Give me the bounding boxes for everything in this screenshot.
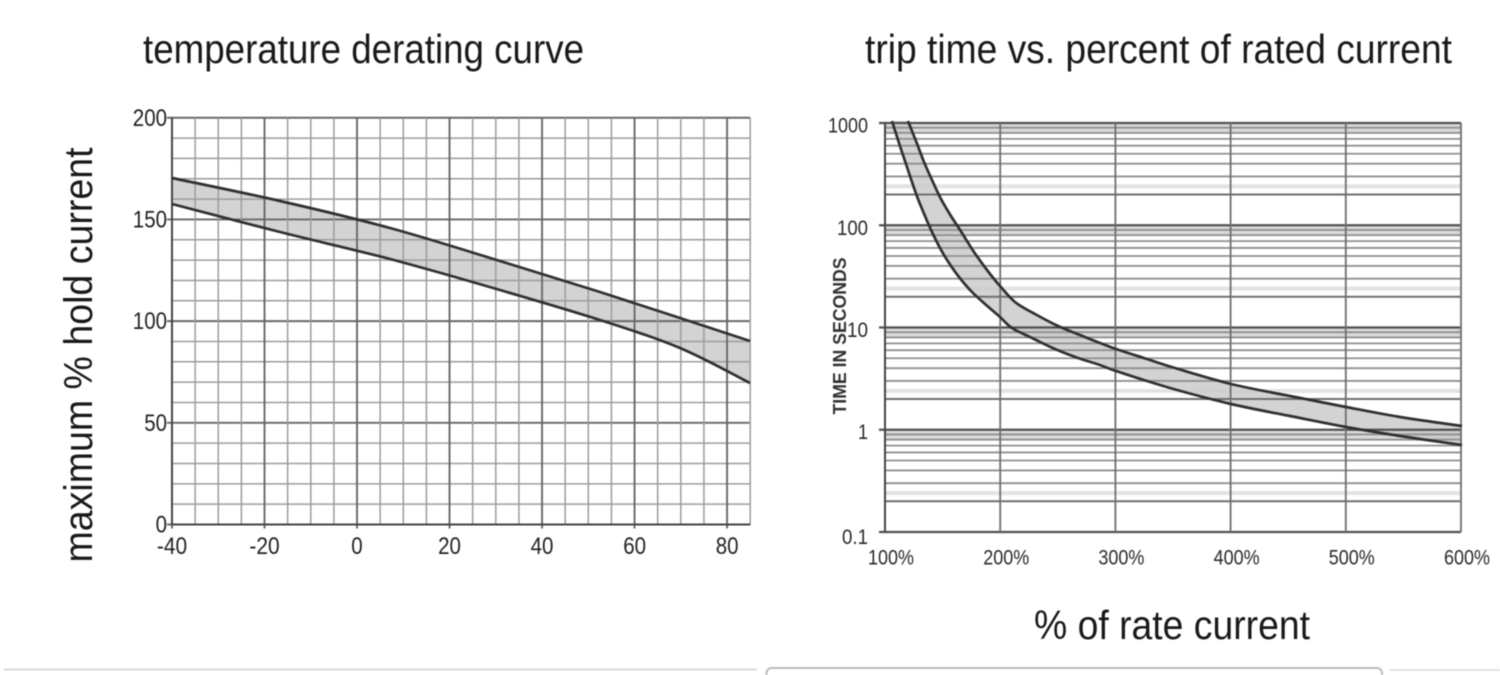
svg-text:0: 0 <box>351 533 362 560</box>
svg-text:400%: 400% <box>1214 546 1260 570</box>
svg-text:150: 150 <box>133 206 167 233</box>
svg-text:200: 200 <box>133 105 167 132</box>
svg-text:0: 0 <box>156 512 167 539</box>
svg-text:maximum % hold current: maximum % hold current <box>57 148 101 563</box>
svg-text:20: 20 <box>438 533 461 560</box>
svg-text:1: 1 <box>858 420 868 444</box>
svg-text:% of rate current: % of rate current <box>1034 602 1311 648</box>
svg-text:80: 80 <box>716 533 739 560</box>
svg-text:50: 50 <box>144 410 167 437</box>
svg-text:600%: 600% <box>1444 546 1490 570</box>
svg-text:60: 60 <box>623 533 646 560</box>
svg-text:-40: -40 <box>157 533 187 560</box>
svg-text:trip time vs. percent of rated: trip time vs. percent of rated current <box>865 26 1453 72</box>
svg-text:100%: 100% <box>868 546 914 570</box>
svg-text:0.1: 0.1 <box>842 525 868 549</box>
svg-text:40: 40 <box>531 533 554 560</box>
svg-text:100: 100 <box>837 216 868 240</box>
svg-text:300%: 300% <box>1098 546 1144 570</box>
svg-text:500%: 500% <box>1329 546 1375 570</box>
svg-text:1000: 1000 <box>828 114 868 138</box>
svg-text:TIME IN SECONDS: TIME IN SECONDS <box>830 258 850 415</box>
svg-text:200%: 200% <box>983 546 1029 570</box>
svg-text:100: 100 <box>133 308 167 335</box>
svg-text:-20: -20 <box>249 533 279 560</box>
svg-text:temperature derating curve: temperature derating curve <box>143 26 584 72</box>
svg-text:10: 10 <box>847 318 868 342</box>
